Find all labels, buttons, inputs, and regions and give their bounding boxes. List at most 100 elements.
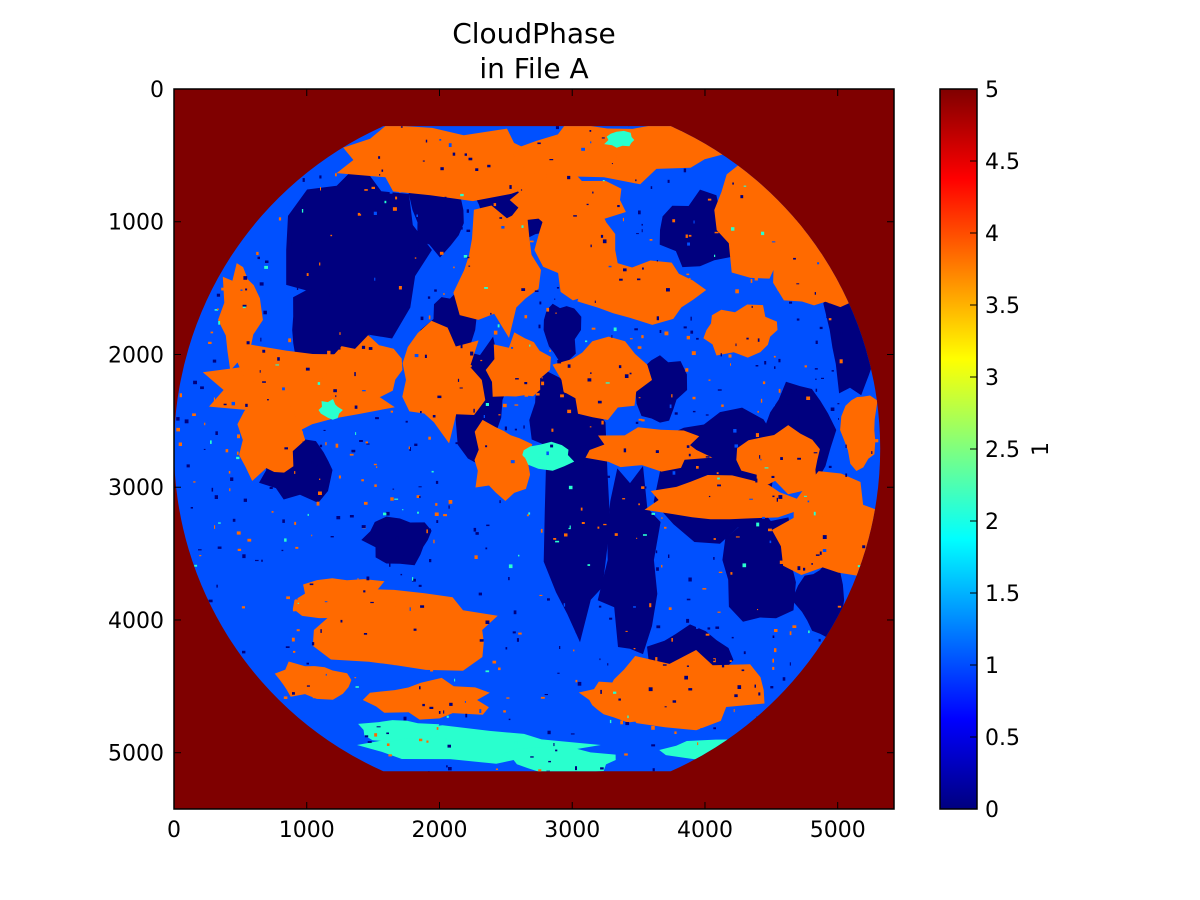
colorbar-tick-label: 1.5 — [985, 582, 1020, 607]
speckle — [351, 449, 356, 453]
speckle — [611, 196, 615, 200]
speckle — [638, 503, 640, 506]
speckle — [271, 511, 274, 513]
speckle — [570, 733, 575, 735]
speckle — [348, 336, 352, 340]
speckle — [839, 359, 843, 364]
speckle — [368, 347, 373, 350]
speckle — [520, 189, 523, 191]
speckle — [264, 265, 268, 269]
speckle — [420, 316, 424, 321]
speckle — [199, 555, 202, 557]
speckle — [857, 565, 861, 568]
speckle — [306, 685, 310, 687]
speckle — [420, 411, 422, 414]
speckle — [773, 442, 776, 446]
speckle — [707, 198, 712, 201]
speckle — [412, 577, 414, 581]
speckle — [572, 541, 576, 543]
speckle — [815, 554, 820, 556]
speckle — [473, 527, 477, 532]
speckle — [536, 574, 541, 578]
speckle — [775, 227, 778, 231]
speckle — [278, 217, 282, 221]
speckle — [509, 180, 511, 184]
speckle — [636, 233, 639, 235]
speckle — [560, 394, 564, 398]
speckle — [414, 443, 418, 446]
speckle — [473, 408, 475, 413]
y-tick-label: 3000 — [108, 476, 164, 501]
speckle — [486, 524, 490, 527]
speckle — [350, 444, 355, 446]
speckle — [796, 415, 799, 419]
speckle — [192, 413, 196, 416]
speckle — [814, 368, 818, 370]
speckle — [242, 304, 247, 307]
speckle — [291, 637, 295, 642]
speckle — [429, 706, 434, 709]
speckle — [524, 315, 528, 319]
speckle — [743, 185, 747, 187]
speckle — [625, 722, 630, 726]
y-tick-label: 1000 — [108, 211, 164, 236]
speckle — [791, 389, 795, 394]
speckle — [782, 677, 786, 681]
speckle — [700, 728, 703, 732]
speckle — [200, 386, 204, 390]
speckle — [474, 555, 478, 559]
speckle — [260, 337, 262, 342]
speckle — [236, 456, 240, 460]
speckle — [672, 471, 676, 475]
speckle — [478, 592, 482, 596]
speckle — [666, 288, 670, 292]
speckle — [223, 403, 227, 406]
ice-cloud-region — [319, 335, 403, 405]
speckle — [764, 490, 768, 495]
speckle — [505, 647, 508, 650]
speckle — [349, 515, 354, 518]
speckle — [796, 318, 800, 321]
speckle — [225, 449, 229, 453]
speckle — [444, 196, 447, 199]
speckle — [555, 126, 559, 130]
clear-region — [659, 189, 745, 268]
speckle — [600, 767, 604, 770]
speckle — [735, 577, 739, 580]
speckle — [460, 344, 463, 349]
speckle — [246, 341, 250, 345]
speckle — [730, 363, 731, 366]
speckle — [720, 353, 722, 357]
speckle — [464, 701, 466, 703]
speckle — [243, 498, 247, 502]
speckle — [601, 153, 605, 156]
speckle — [628, 580, 632, 584]
speckle — [669, 404, 672, 409]
speckle — [506, 484, 509, 488]
speckle — [374, 277, 376, 281]
speckle — [646, 570, 650, 572]
speckle — [768, 326, 771, 328]
ice-cloud-region — [218, 263, 263, 376]
speckle — [828, 465, 832, 468]
speckle — [693, 256, 696, 260]
speckle — [564, 391, 569, 393]
speckle — [514, 741, 518, 745]
speckle — [568, 485, 573, 490]
speckle — [718, 679, 722, 683]
chart-title-line-2: in File A — [479, 52, 588, 85]
speckle — [649, 603, 652, 608]
speckle — [641, 223, 643, 226]
speckle — [563, 401, 566, 404]
speckle — [597, 400, 602, 404]
speckle — [641, 419, 645, 422]
speckle — [450, 390, 454, 392]
speckle — [638, 210, 641, 215]
speckle — [761, 231, 765, 236]
speckle — [772, 495, 775, 498]
speckle — [728, 354, 732, 358]
speckle — [684, 675, 688, 680]
speckle — [427, 296, 431, 299]
speckle — [284, 538, 287, 542]
speckle — [686, 618, 690, 623]
